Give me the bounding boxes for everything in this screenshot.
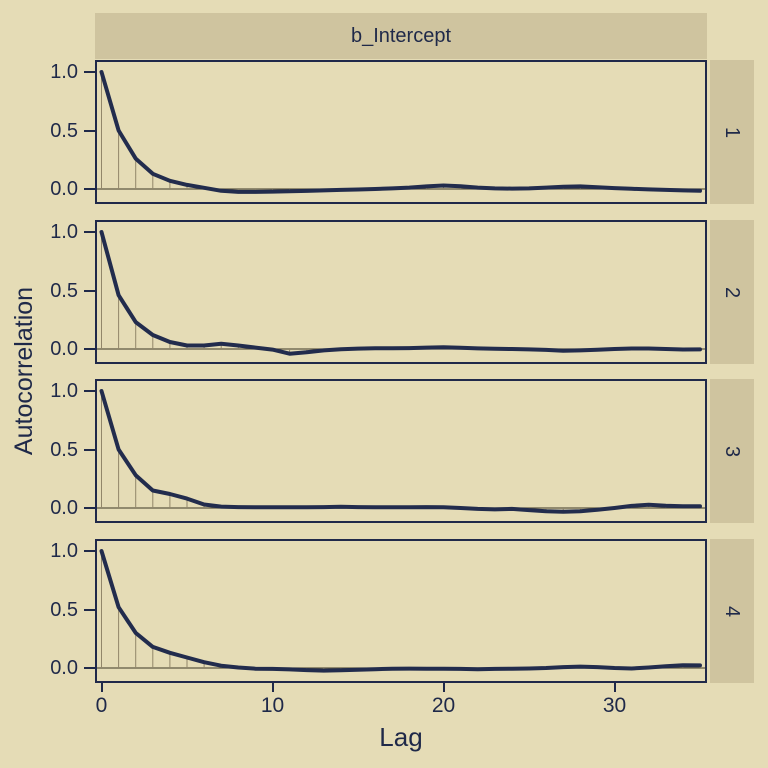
acf-row-chain-4: 4 1.0 0.5 0.0 (0, 539, 768, 683)
y-tick-label: 0.5 (50, 119, 78, 142)
y-tick-mark (84, 71, 95, 73)
y-tick-label: 0.0 (50, 338, 78, 360)
y-tick-label: 0.0 (50, 178, 78, 200)
x-tick-label: 20 (431, 694, 456, 717)
facet-label: 4 (721, 605, 744, 617)
acf-plot-chain-3 (95, 379, 707, 523)
y-tick-mark (84, 289, 95, 292)
facet-strip-chain-2: 2 (710, 220, 754, 364)
y-tick-mark (84, 129, 95, 132)
acf-plot-chain-2 (95, 220, 707, 364)
acf-curve (99, 70, 702, 194)
x-tick-mark (613, 683, 616, 692)
y-tick-label: 0.5 (50, 279, 78, 302)
x-tick-mark (271, 683, 274, 692)
facet-label: 2 (721, 286, 744, 298)
facet-title-strip: b_Intercept (95, 13, 707, 59)
panel-border (95, 220, 707, 364)
y-tick-mark (84, 507, 95, 509)
x-tick-label: 30 (602, 694, 627, 717)
y-tick-mark (84, 608, 95, 611)
acf-plot-chain-4 (95, 539, 707, 683)
panel-border (95, 60, 707, 204)
acf-row-chain-2: 2 1.0 0.5 0.0 (0, 220, 768, 364)
parameter-title: b_Intercept (350, 24, 452, 47)
facet-strip-chain-4: 4 (710, 539, 754, 683)
x-axis-title: Lag (379, 722, 423, 752)
x-tick-label: 10 (260, 694, 285, 717)
x-tick-mark (442, 683, 445, 692)
acf-curve (99, 389, 702, 514)
facet-strip-chain-3: 3 (710, 379, 754, 523)
y-tick-label: 0.0 (50, 657, 78, 679)
y-tick-mark (84, 231, 95, 233)
acf-curve (99, 549, 702, 673)
y-tick-label: 0.5 (50, 438, 78, 461)
y-tick-mark (84, 448, 95, 451)
acf-curve (99, 230, 702, 356)
y-tick-mark (84, 667, 95, 669)
y-tick-mark (84, 390, 95, 392)
x-tick-mark (100, 683, 103, 692)
acf-panel-chain-2 (95, 220, 707, 364)
y-tick-mark (84, 348, 95, 350)
y-tick-mark (84, 550, 95, 552)
acf-row-chain-1: 1 1.0 0.5 0.0 (0, 60, 768, 204)
acf-plot-chain-1 (95, 60, 707, 204)
facet-label: 1 (721, 126, 744, 138)
y-tick-mark (84, 188, 95, 190)
y-axis-title: Autocorrelation (10, 286, 38, 456)
facet-label: 3 (721, 445, 744, 457)
acf-panel-chain-4 (95, 539, 707, 683)
acf-panel-chain-1 (95, 60, 707, 204)
facet-strip-chain-1: 1 (710, 60, 754, 204)
y-tick-label: 1.0 (50, 540, 78, 562)
y-tick-label: 1.0 (50, 221, 78, 243)
y-tick-label: 1.0 (50, 380, 78, 402)
y-tick-label: 0.5 (50, 598, 78, 621)
acf-panel-chain-3 (95, 379, 707, 523)
y-tick-label: 0.0 (50, 497, 78, 519)
y-tick-label: 1.0 (50, 61, 78, 83)
acf-row-chain-3: 3 1.0 0.5 0.0 (0, 379, 768, 523)
x-tick-label: 0 (95, 694, 108, 717)
